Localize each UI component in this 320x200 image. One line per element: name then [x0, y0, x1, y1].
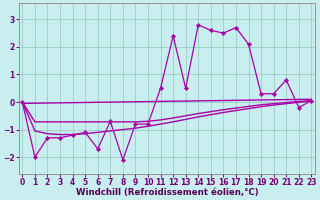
- X-axis label: Windchill (Refroidissement éolien,°C): Windchill (Refroidissement éolien,°C): [76, 188, 258, 197]
